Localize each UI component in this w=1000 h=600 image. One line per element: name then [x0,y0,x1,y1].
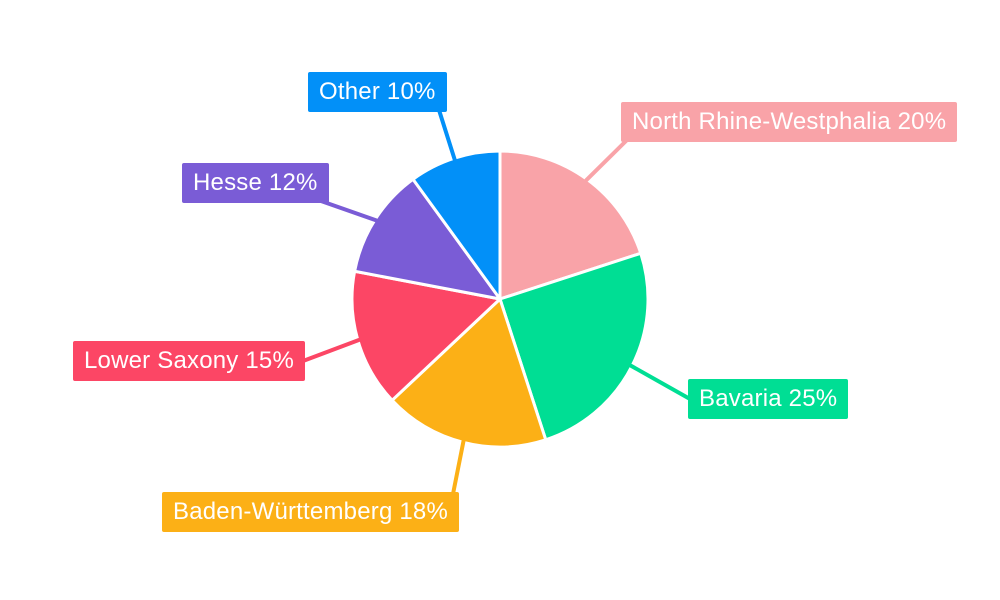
leader-line-lower-saxony [301,338,361,363]
slice-label-lower-saxony: Lower Saxony 15% [73,341,305,381]
slice-label-hesse: Hesse 12% [182,163,329,203]
slice-label-bavaria: Bavaria 25% [688,379,849,419]
slice-label-north-rhine-westphalia: North Rhine-Westphalia 20% [621,102,958,142]
leader-line-north-rhine-westphalia [584,138,629,183]
slice-label-other: Other 10% [308,72,447,112]
slice-label-baden-w-rttemberg: Baden-Württemberg 18% [162,492,459,532]
leader-line-hesse [319,199,378,223]
leader-line-baden-w-rttemberg [451,439,466,496]
leader-line-other [437,108,457,162]
leader-line-bavaria [628,363,692,401]
